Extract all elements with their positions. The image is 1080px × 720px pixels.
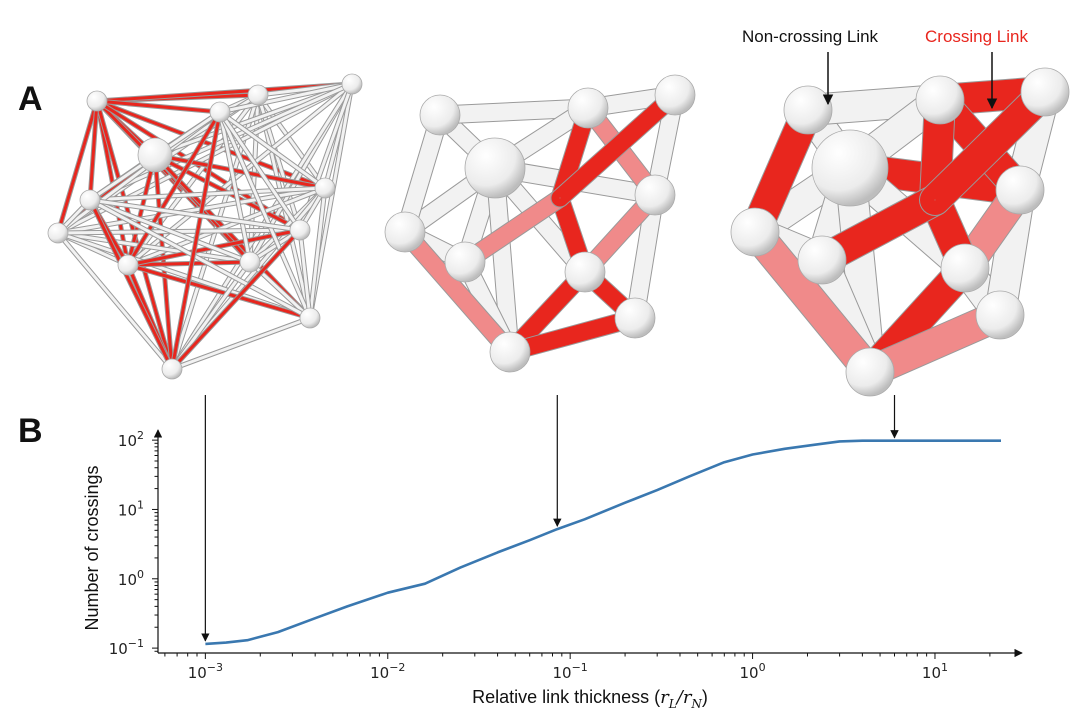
network-node bbox=[137, 137, 173, 173]
network-node bbox=[1020, 67, 1070, 117]
non-crossing-link bbox=[218, 110, 327, 190]
crossing-link bbox=[88, 99, 99, 202]
crossing-link bbox=[95, 99, 222, 114]
y-tick-label: 102 bbox=[118, 429, 144, 450]
y-tick-label: 101 bbox=[118, 498, 144, 519]
non-crossing-link bbox=[88, 198, 252, 264]
x-tick-label: 100 bbox=[740, 661, 766, 682]
network-node bbox=[730, 207, 780, 257]
network-node bbox=[47, 222, 69, 244]
crossing-link bbox=[170, 228, 302, 371]
network-node bbox=[79, 189, 101, 211]
crossing-link-label: Crossing Link bbox=[925, 27, 1028, 46]
non-crossing-link bbox=[88, 198, 312, 320]
network-node bbox=[567, 87, 609, 129]
plot-series bbox=[205, 439, 1001, 646]
network-thin-links bbox=[47, 73, 363, 380]
network-node bbox=[940, 243, 990, 293]
network-node bbox=[384, 211, 426, 253]
network-node bbox=[86, 90, 108, 112]
network-node bbox=[299, 307, 321, 329]
non-crossing-link bbox=[56, 231, 252, 264]
network-node bbox=[564, 251, 606, 293]
crossing-link bbox=[88, 198, 174, 371]
crossing-link bbox=[153, 153, 327, 190]
network-node bbox=[654, 74, 696, 116]
y-axis-title: Number of crossings bbox=[82, 465, 102, 630]
network-node bbox=[797, 235, 847, 285]
non-crossing-link bbox=[88, 198, 302, 232]
x-tick-label: 10−3 bbox=[188, 661, 223, 682]
plot-ticks: 10−3 10−2 10−1 100 101 10−1 100 101 102 bbox=[109, 429, 991, 682]
non-crossing-link bbox=[218, 110, 312, 320]
x-axis-title: Relative link thickness (rL/rN) bbox=[472, 687, 708, 711]
non-crossing-link bbox=[218, 82, 354, 114]
network-node bbox=[995, 165, 1045, 215]
non-crossing-link bbox=[56, 231, 174, 371]
network-node bbox=[845, 347, 895, 397]
network-node bbox=[783, 85, 833, 135]
non-crossing-link bbox=[218, 110, 302, 232]
non-crossing-link-label: Non-crossing Link bbox=[742, 27, 879, 46]
non-crossing-link bbox=[170, 316, 312, 371]
plot-axes bbox=[153, 429, 1023, 658]
non-crossing-link bbox=[126, 82, 354, 267]
network-node bbox=[614, 297, 656, 339]
network-node bbox=[444, 241, 486, 283]
network-node bbox=[811, 129, 889, 207]
crossing-link bbox=[501, 309, 644, 361]
non-crossing-link bbox=[486, 159, 519, 361]
network-node bbox=[117, 254, 139, 276]
crossings-plot: 10−3 10−2 10−1 100 101 10−1 100 101 102 Relative… bbox=[82, 395, 1023, 711]
network-node bbox=[209, 101, 231, 123]
crossings-line bbox=[205, 439, 1001, 646]
crossing-link bbox=[56, 99, 99, 235]
crossing-link bbox=[396, 223, 519, 361]
network-node bbox=[314, 177, 336, 199]
non-crossing-link bbox=[256, 93, 327, 190]
network-node bbox=[489, 331, 531, 373]
non-crossing-link bbox=[626, 186, 664, 327]
network-node bbox=[289, 219, 311, 241]
crossing-link bbox=[126, 260, 252, 267]
non-crossing-link bbox=[88, 82, 354, 202]
crossing-link bbox=[920, 77, 1060, 215]
panel-label-b: B bbox=[18, 412, 43, 450]
x-tick-label: 10−2 bbox=[370, 661, 405, 682]
non-crossing-link bbox=[298, 228, 312, 320]
network-medium-links bbox=[384, 74, 696, 373]
non-crossing-link bbox=[248, 93, 260, 264]
crossing-link bbox=[170, 110, 222, 371]
panel-label-a: A bbox=[18, 80, 43, 118]
crossing-link bbox=[126, 263, 312, 320]
crossing-link bbox=[740, 217, 885, 387]
non-crossing-link bbox=[56, 228, 302, 235]
network-node bbox=[419, 94, 461, 136]
x-tick-label: 101 bbox=[922, 661, 948, 682]
network-thick-links bbox=[730, 67, 1070, 397]
non-crossing-link bbox=[218, 110, 252, 264]
x-tick-label: 10−1 bbox=[553, 661, 588, 682]
non-crossing-link bbox=[431, 99, 597, 124]
crossing-link bbox=[551, 86, 684, 207]
network-node bbox=[464, 137, 526, 199]
network-node bbox=[239, 251, 261, 273]
non-crossing-link bbox=[88, 186, 327, 202]
network-node bbox=[341, 73, 363, 95]
y-tick-label: 10−1 bbox=[109, 637, 144, 658]
network-node bbox=[247, 84, 269, 106]
crossing-link bbox=[126, 110, 222, 267]
y-tick-label: 100 bbox=[118, 568, 144, 589]
network-node bbox=[161, 358, 183, 380]
plot-pointers bbox=[201, 395, 899, 642]
network-node bbox=[634, 174, 676, 216]
non-crossing-link bbox=[308, 186, 327, 320]
non-crossing-link bbox=[126, 186, 327, 267]
network-node bbox=[975, 290, 1025, 340]
network-node bbox=[915, 75, 965, 125]
